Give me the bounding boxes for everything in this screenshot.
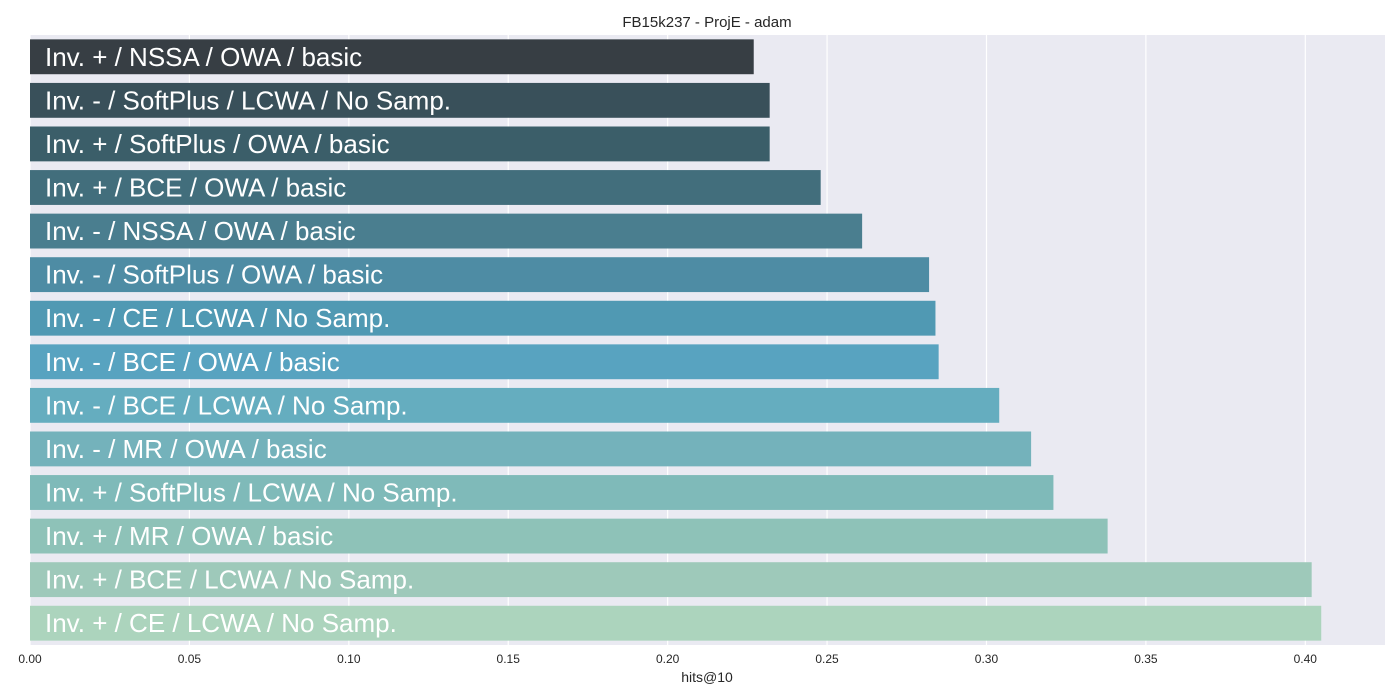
bar: [30, 39, 754, 75]
bar-label: Inv. - / MR / OWA / basic: [45, 434, 327, 464]
bar-label: Inv. + / SoftPlus / LCWA / No Samp.: [45, 478, 458, 508]
x-tick-label: 0.00: [18, 652, 42, 666]
bar: [30, 82, 770, 118]
bar: [30, 170, 821, 205]
bar-label: Inv. + / NSSA / OWA / basic: [45, 42, 362, 72]
bar: [30, 344, 939, 380]
bars: Inv. + / NSSA / OWA / basic Inv. - / Soft…: [30, 39, 1322, 641]
bar: [30, 387, 1000, 423]
bar-label: Inv. + / BCE / LCWA / No Samp.: [45, 565, 414, 595]
bar: [30, 475, 1054, 510]
bar-label: Inv. - / NSSA / OWA / basic: [45, 216, 356, 246]
bar: [30, 518, 1108, 554]
bar-label: Inv. - / SoftPlus / LCWA / No Samp.: [45, 85, 451, 115]
bar: [30, 605, 1322, 641]
x-tick-label: 0.10: [337, 652, 361, 666]
x-tick-label: 0.30: [975, 652, 999, 666]
bar-label: Inv. + / MR / OWA / basic: [45, 521, 333, 551]
bar: [30, 257, 930, 293]
bar: [30, 431, 1032, 467]
bar: [30, 213, 863, 249]
chart-title: FB15k237 - ProjE - adam: [622, 14, 791, 31]
bar-label: Inv. - / BCE / LCWA / No Samp.: [45, 390, 408, 420]
x-axis-ticks: 0.00 0.05 0.10 0.15 0.20 0.25 0.30 0.35 0.40: [18, 652, 1317, 666]
bar: [30, 126, 770, 162]
bar-label: Inv. + / SoftPlus / OWA / basic: [45, 129, 390, 159]
x-tick-label: 0.05: [178, 652, 202, 666]
bar-label: Inv. - / CE / LCWA / No Samp.: [45, 303, 390, 333]
x-tick-label: 0.35: [1134, 652, 1158, 666]
bar: [30, 300, 936, 336]
bar-label: Inv. + / BCE / OWA / basic: [45, 173, 346, 203]
x-tick-label: 0.40: [1294, 652, 1318, 666]
x-tick-label: 0.20: [656, 652, 680, 666]
x-tick-label: 0.25: [815, 652, 839, 666]
bar: [30, 562, 1312, 598]
bar-label: Inv. - / SoftPlus / OWA / basic: [45, 260, 383, 290]
bar-label: Inv. + / CE / LCWA / No Samp.: [45, 608, 397, 638]
bar-label: Inv. - / BCE / OWA / basic: [45, 347, 340, 377]
x-axis-label: hits@10: [681, 669, 733, 685]
x-tick-label: 0.15: [497, 652, 521, 666]
